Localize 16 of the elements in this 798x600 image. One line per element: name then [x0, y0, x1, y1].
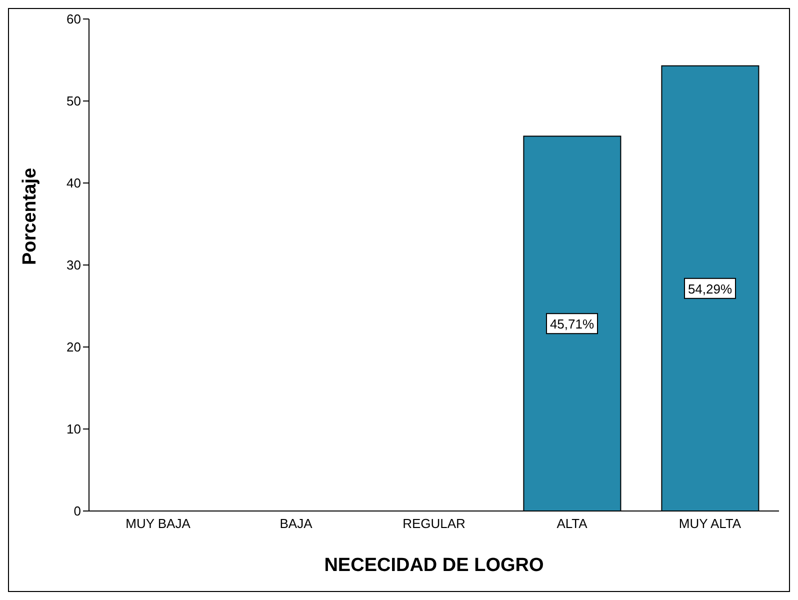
data-label: 45,71%: [550, 316, 594, 332]
y-axis-title: Porcentaje: [20, 168, 41, 265]
x-tick-label: MUY BAJA: [126, 516, 191, 532]
y-tick-label: 20: [66, 340, 81, 355]
x-axis-title: NECECIDAD DE LOGRO: [324, 555, 544, 576]
y-tick-label: 40: [66, 176, 81, 191]
data-label: 54,29%: [688, 281, 732, 296]
y-tick-label: 30: [66, 258, 81, 273]
x-tick-label: MUY ALTA: [678, 516, 742, 532]
x-tick-label: ALTA: [556, 516, 588, 532]
y-tick-label: 0: [74, 504, 81, 519]
y-tick-label: 10: [66, 422, 81, 437]
x-tick-label: BAJA: [280, 516, 313, 532]
x-tick-label: REGULAR: [402, 516, 466, 532]
y-tick-label: 60: [66, 12, 81, 27]
y-tick-label: 50: [66, 94, 81, 109]
